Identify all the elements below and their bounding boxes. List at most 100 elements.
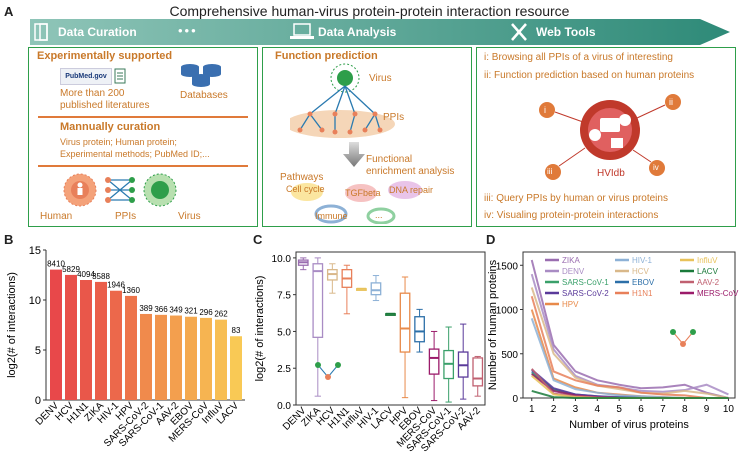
virus-ppi-network xyxy=(290,63,395,138)
x-tick-label: 3 xyxy=(573,404,579,415)
enrichment-line1: Functional xyxy=(366,154,413,165)
laptop-icon xyxy=(290,23,314,39)
y-tick-label: 2.5 xyxy=(277,364,291,375)
tool-item-ii: ii: Function prediction based on human p… xyxy=(484,70,695,81)
x-axis-label: Number of virus proteins xyxy=(569,419,689,431)
network-icon-node xyxy=(690,329,696,335)
y-tick-label: 15 xyxy=(29,245,41,257)
hvidb-logo xyxy=(539,94,681,180)
bar-sars-cov-1 xyxy=(155,314,167,400)
legend-label-h1n1: H1N1 xyxy=(632,289,653,298)
box-zika xyxy=(312,263,324,338)
bar-zika xyxy=(95,281,107,400)
box-mers-cov xyxy=(428,348,440,375)
x-tick-label: 7 xyxy=(660,404,666,415)
x-tick-label: 1 xyxy=(529,404,535,415)
series-line-lacv xyxy=(531,389,729,399)
human-label: Human xyxy=(40,211,73,222)
box-aav-2 xyxy=(472,357,484,387)
pathway-bubbles xyxy=(291,181,422,224)
hvidb-label-iv: iv xyxy=(653,163,659,172)
x-tick-label: 10 xyxy=(723,404,735,415)
bar-hcv xyxy=(65,274,77,400)
divider xyxy=(38,165,248,167)
dnarepair-label: DNA repair xyxy=(389,185,434,195)
x-tick-label: 2 xyxy=(551,404,557,415)
tool-item-i: i: Browsing all PPIs of a virus of inter… xyxy=(484,52,673,63)
literature-count-line2: published literatures xyxy=(60,100,150,111)
legend-label-lacv: LACV xyxy=(697,267,719,276)
y-tick-label: 0.0 xyxy=(277,401,291,412)
bar-ebov xyxy=(185,316,197,400)
banner-step-curation: Data Curation xyxy=(58,25,137,39)
legend-label-zika: ZIKA xyxy=(562,256,580,265)
tgfbeta-label: TGFbeta xyxy=(345,188,381,198)
virus-label: Virus xyxy=(178,211,201,222)
bar-value-label: 1360 xyxy=(122,286,140,295)
plot-frame xyxy=(295,251,486,406)
x-tick-label: 8 xyxy=(682,404,688,415)
tool-item-iii: iii: Query PPIs by human or virus protei… xyxy=(484,193,668,204)
network-icon-node xyxy=(670,329,676,335)
gear-icon xyxy=(619,114,631,126)
hvidb-label-i: i xyxy=(544,105,546,115)
bar-sars-cov-2 xyxy=(140,313,152,400)
bar-chart-interactions: 0510158410DENV5829HCV4094H1N13588ZIKA194… xyxy=(6,245,245,449)
y-axis-label: log2(# of interactions) xyxy=(6,272,18,378)
legend-label-mers-cov: MERS-CoV xyxy=(697,289,739,298)
bar-value-label: 83 xyxy=(232,326,241,335)
bar-h1n1 xyxy=(80,280,92,400)
panel-label-b: B xyxy=(4,232,14,247)
ppis-label: PPIs xyxy=(115,211,137,222)
x-tick-label: 6 xyxy=(638,404,644,415)
pubmed-logo: PubMed.gov xyxy=(60,68,112,85)
more-pathways-label: ... xyxy=(375,210,383,220)
figure-title: Comprehensive human-virus protein-protei… xyxy=(169,3,570,19)
database-icon xyxy=(181,64,221,87)
person-icon xyxy=(77,182,83,195)
y-tick-label: 0 xyxy=(35,395,41,407)
y-tick-label: 500 xyxy=(501,350,518,361)
bar-value-label: 262 xyxy=(214,310,228,319)
legend-label-aav-2: AAV-2 xyxy=(697,278,720,287)
banner-step-analysis: Data Analysis xyxy=(318,25,397,39)
bar-value-label: 321 xyxy=(184,307,198,316)
function-title: Function prediction xyxy=(275,50,378,62)
network-icon-node xyxy=(335,362,341,368)
series-line-zika xyxy=(530,259,729,399)
tool-item-iv: iv: Visualing protein-protein interactio… xyxy=(484,210,659,221)
y-axis-label: log2(# of interactions) xyxy=(254,276,266,382)
bar-value-label: 1946 xyxy=(107,281,125,290)
legend-label-sars-cov-1: SARS-CoV-1 xyxy=(562,278,609,287)
bar-hiv-1 xyxy=(110,290,122,400)
manual-curation-title: Mannually curation xyxy=(60,121,161,133)
legend-label-ebov: EBOV xyxy=(632,278,655,287)
x-tick-label: 4 xyxy=(595,404,601,415)
y-tick-label: 5.0 xyxy=(277,327,291,338)
line-chart-human-proteins: 0 500 1000 1500 1 2 3 4 5 6 7 8 9 10 ZIKA HIV-1 InfluV DE… xyxy=(487,251,739,431)
x-tick-label: 9 xyxy=(704,404,710,415)
bar-value-label: 389 xyxy=(139,304,153,313)
down-arrow-icon xyxy=(343,142,365,167)
y-tick-label: 0 xyxy=(512,394,518,405)
box-hiv-1 xyxy=(370,282,382,296)
panel-label-c: C xyxy=(253,232,263,247)
experimental-title: Experimentally supported xyxy=(37,50,173,62)
y-tick-label: 7.5 xyxy=(277,291,291,302)
banner-dots: ••• xyxy=(178,23,198,38)
human-virus-ppi-diagram xyxy=(63,173,177,207)
hvidb-name: HVIdb xyxy=(597,168,625,179)
bar-lacv xyxy=(230,336,242,400)
network-icon-node xyxy=(680,341,686,347)
bar-value-label: 4094 xyxy=(77,270,95,279)
bar-hpv xyxy=(125,295,137,400)
hvidb-label-ii: ii xyxy=(669,97,673,107)
box-plot-interactions: 0.02.55.07.510.0DENVZIKAHCVH1N1InfluVHIV… xyxy=(254,251,486,454)
panel-label-a: A xyxy=(4,4,14,19)
legend-label-hcv: HCV xyxy=(632,267,650,276)
box-ebov xyxy=(414,316,425,343)
curation-fields-line2: Experimental methods; PubMed ID;... xyxy=(60,149,210,159)
y-tick-label: 10.0 xyxy=(272,254,292,265)
tools-icon xyxy=(511,23,527,41)
box-h1n1 xyxy=(341,269,353,288)
